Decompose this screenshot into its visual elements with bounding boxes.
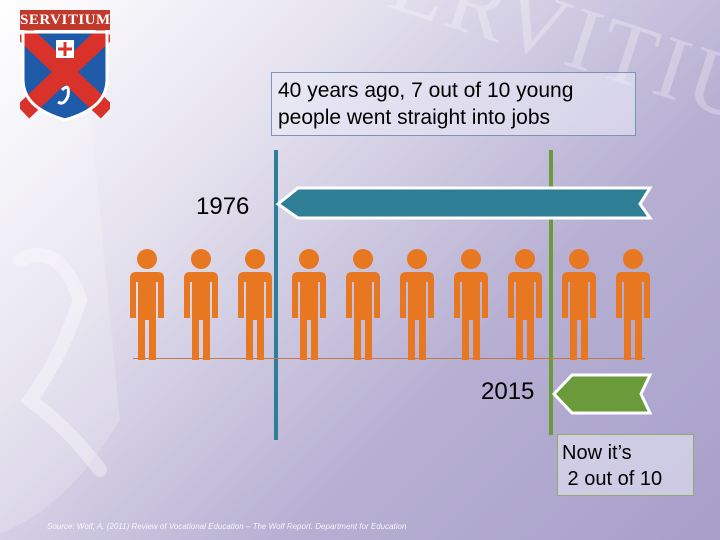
headline-1976-line-2: people went straight into jobs bbox=[278, 106, 551, 129]
person-icon bbox=[508, 249, 542, 360]
headline-2015-line-1: Now it’s bbox=[562, 442, 632, 464]
servitium-logo: SERVITIUM bbox=[20, 10, 110, 122]
source-citation: Source: Wolf, A. (2011) Review of Vocati… bbox=[47, 522, 407, 531]
person-icon bbox=[616, 249, 650, 360]
servitium-shield-icon bbox=[20, 30, 110, 122]
people-baseline bbox=[133, 358, 645, 359]
divider-2015 bbox=[549, 150, 553, 435]
arrow-2015-icon bbox=[551, 373, 653, 415]
headline-2015: Now it’s 2 out of 10 bbox=[557, 434, 694, 496]
person-icon bbox=[346, 249, 380, 360]
person-icon bbox=[400, 249, 434, 360]
year-2015-label: 2015 bbox=[481, 378, 535, 405]
logo-text: SERVITIUM bbox=[20, 10, 111, 30]
person-icon bbox=[562, 249, 596, 360]
divider-1976 bbox=[274, 150, 278, 440]
year-1976-label: 1976 bbox=[196, 193, 250, 220]
headline-1976-line-1: 40 years ago, 7 out of 10 young bbox=[278, 79, 574, 102]
headline-2015-line-2: 2 out of 10 bbox=[562, 468, 663, 490]
person-icon bbox=[184, 249, 218, 360]
person-icon bbox=[292, 249, 326, 360]
person-icon bbox=[130, 249, 164, 360]
arrow-1976-icon bbox=[275, 186, 653, 220]
person-icon bbox=[238, 249, 272, 360]
headline-1976: 40 years ago, 7 out of 10 young people w… bbox=[271, 72, 636, 136]
person-icon bbox=[454, 249, 488, 360]
